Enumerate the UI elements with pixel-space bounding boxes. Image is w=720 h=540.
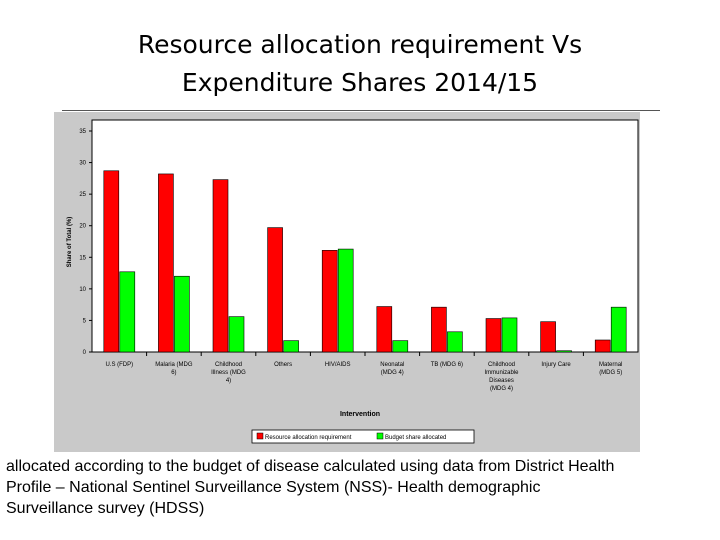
caption-line-3: Surveillance survey (HDSS): [6, 500, 205, 517]
x-tick-label: Malaria (MDG 6): [155, 362, 193, 376]
x-tick-label: HIV/AIDS: [325, 362, 351, 368]
bar-budget-share: [119, 271, 136, 353]
bar-resource-requirement: [376, 306, 393, 353]
y-tick-label: 35: [79, 129, 86, 135]
bar-resource-requirement: [212, 179, 229, 353]
bar-resource-requirement: [594, 339, 611, 353]
chart-frame: 0 5 10 15 20 25 30 35 U.S (FDP) Malaria (MDG 6) Ch…: [54, 112, 640, 452]
bar-resource-requirement: [158, 173, 174, 353]
bar-resource-requirement: [267, 227, 283, 353]
chart-legend: Resource allocation requirement Budget sh…: [251, 429, 475, 444]
y-tick-label: 5: [83, 318, 87, 324]
y-tick-label: 30: [79, 161, 86, 167]
bar-resource-requirement: [321, 250, 338, 353]
y-tick-label: 20: [79, 224, 86, 230]
x-tick-label: Maternal (MDG 5): [599, 362, 622, 376]
bar-chart: 0 5 10 15 20 25 30 35 U.S (FDP) Malaria (MDG 6) Ch…: [67, 119, 639, 444]
caption-line-2: Profile – National Sentinel Surveillance…: [6, 479, 541, 496]
bar-resource-requirement: [103, 170, 120, 353]
legend-label: Budget share allocated: [385, 435, 446, 441]
y-tick-label: 15: [79, 255, 86, 261]
y-tick-label: 10: [79, 287, 86, 293]
bar-resource-requirement: [540, 321, 556, 353]
slide-title-line-2: Expenditure Shares 2014/15: [181, 68, 539, 97]
bar-budget-share: [337, 248, 354, 353]
x-tick-label: Injury Care: [541, 362, 571, 368]
bar-resource-requirement: [431, 306, 447, 353]
title-divider: [62, 110, 660, 111]
slide-title-line-1: Resource allocation requirement Vs: [137, 30, 583, 59]
x-axis: U.S (FDP) Malaria (MDG 6) Childhood Illness …: [105, 352, 622, 392]
x-tick-label: Childhood Illness (MDG 4): [211, 362, 246, 384]
y-axis-label: Share of Total (%): [67, 217, 73, 268]
x-tick-label: TB (MDG 6): [431, 362, 463, 368]
legend-swatch: [256, 432, 264, 440]
bar-budget-share: [283, 340, 299, 353]
plot-area: [91, 119, 639, 353]
bar-budget-share: [556, 350, 572, 353]
legend-box: [251, 429, 475, 444]
x-axis-label: Intervention: [340, 411, 380, 418]
y-axis: 0 5 10 15 20 25 30 35: [79, 129, 92, 356]
x-tick-label: Childhood Immunizable Diseases (MDG 4): [484, 362, 519, 392]
bar-budget-share: [610, 306, 627, 353]
caption-line-1: allocated according to the budget of dis…: [6, 458, 615, 475]
y-tick-label: 0: [83, 350, 87, 356]
y-tick-label: 25: [79, 192, 86, 198]
x-tick-label: U.S (FDP): [105, 362, 133, 368]
x-tick-label: Others: [274, 362, 292, 368]
bar-budget-share: [392, 340, 409, 353]
bar-resource-requirement: [485, 318, 502, 353]
caption: allocated according to the budget of dis…: [6, 456, 716, 519]
bar-budget-share: [447, 331, 463, 353]
bar-budget-share: [501, 317, 518, 353]
bar-budget-share: [174, 275, 190, 353]
x-tick-label: Neonatal (MDG 4): [380, 362, 404, 376]
bar-budget-share: [228, 316, 245, 353]
legend-swatch: [376, 432, 384, 440]
slide-title: Resource allocation requirement Vs Expen…: [0, 26, 720, 102]
bar-series: [103, 170, 627, 353]
legend-label: Resource allocation requirement: [265, 435, 352, 441]
